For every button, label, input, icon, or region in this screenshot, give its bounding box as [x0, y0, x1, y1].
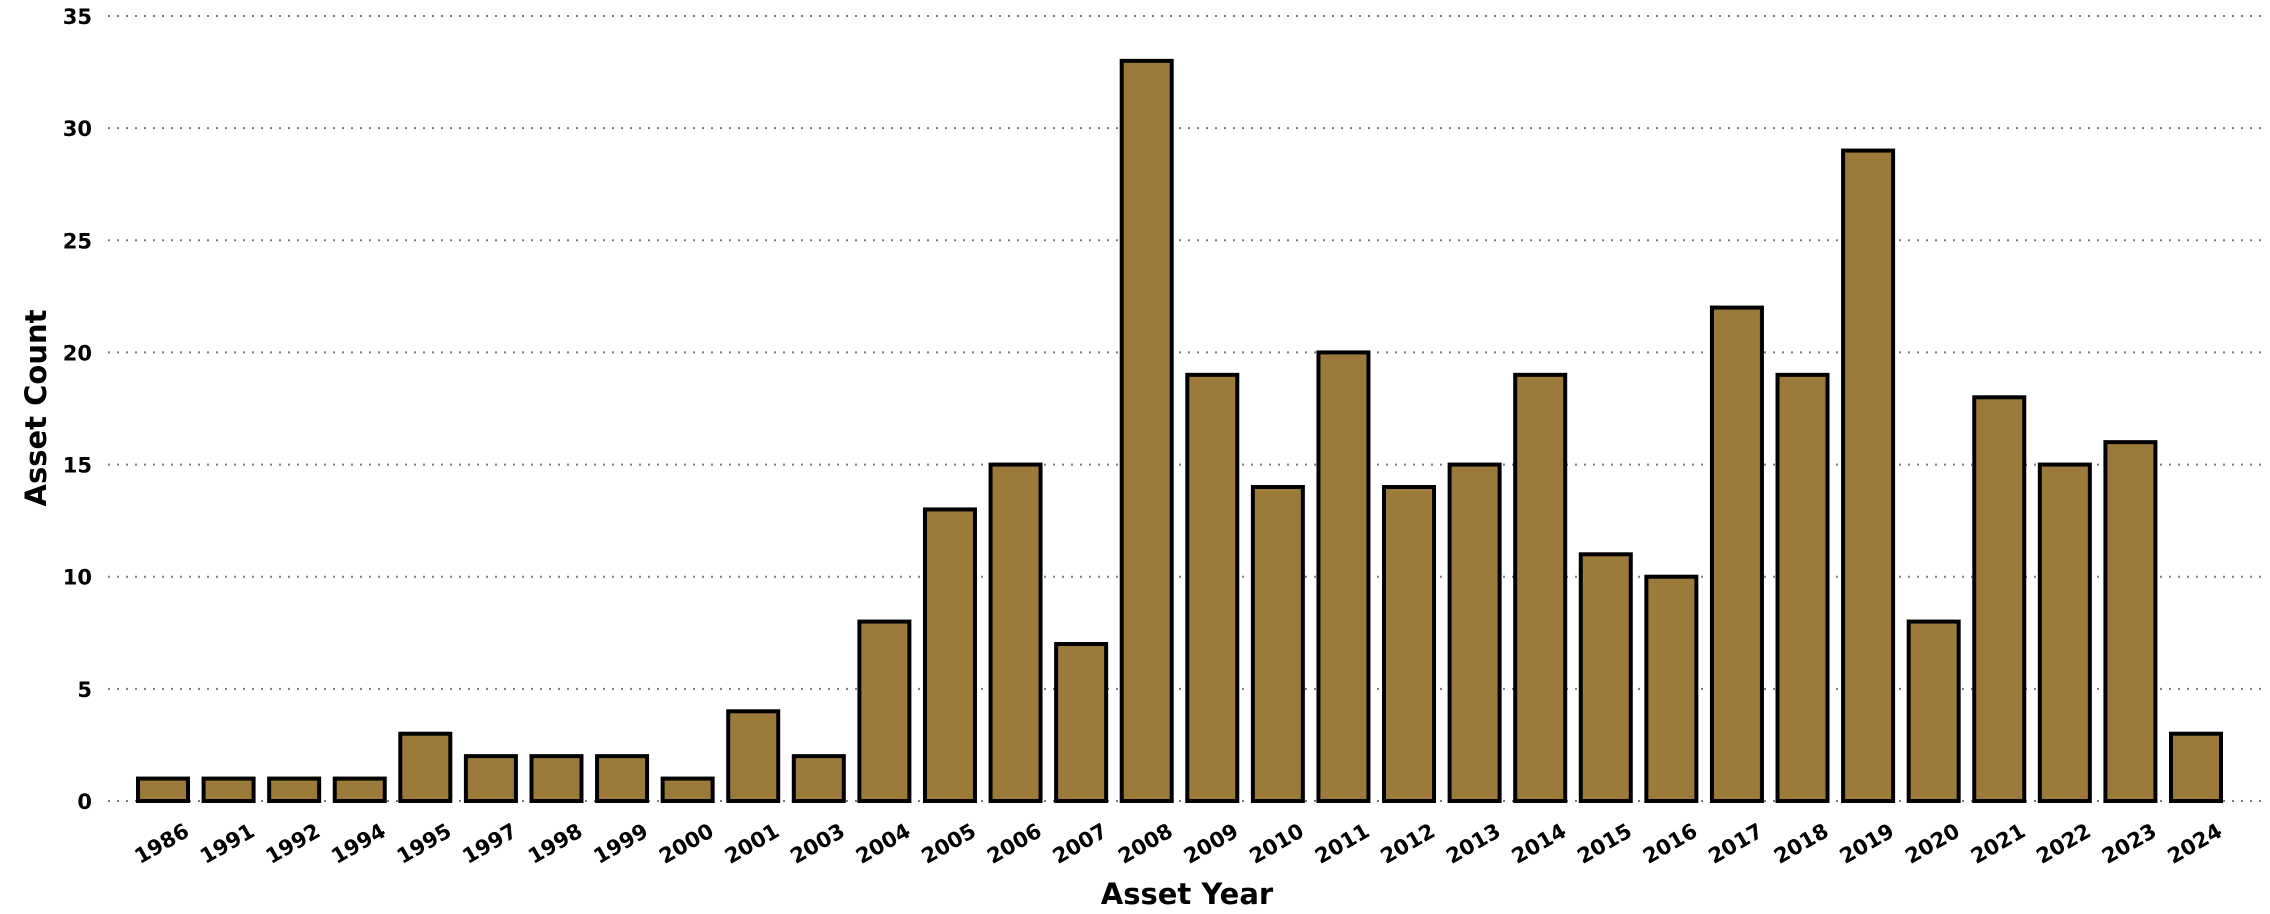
bar-1994[interactable] — [335, 779, 385, 801]
y-axis-title: Asset Count — [19, 309, 53, 506]
bar-2003[interactable] — [794, 756, 844, 801]
bar-2018[interactable] — [1778, 375, 1828, 801]
x-tick-label-2001: 2001 — [721, 819, 784, 869]
bar-2021[interactable] — [1974, 397, 2024, 801]
x-tick-label-2022: 2022 — [2032, 819, 2095, 869]
bar-2015[interactable] — [1581, 554, 1631, 801]
x-tick-label-1986: 1986 — [130, 819, 193, 869]
bar-2000[interactable] — [663, 779, 713, 801]
y-axis-tick-labels: 0 5 10 15 20 25 30 35 — [63, 5, 92, 814]
bar-2022[interactable] — [2040, 465, 2090, 801]
x-tick-label-2011: 2011 — [1311, 819, 1374, 869]
x-tick-label-2004: 2004 — [852, 819, 915, 869]
x-tick-label-2003: 2003 — [786, 819, 849, 869]
bar-2008[interactable] — [1122, 61, 1172, 801]
x-tick-label-2007: 2007 — [1049, 819, 1112, 869]
x-tick-label-2006: 2006 — [983, 819, 1046, 869]
x-tick-label-2018: 2018 — [1770, 819, 1833, 869]
x-tick-label-2021: 2021 — [1967, 819, 2030, 869]
bar-1986[interactable] — [138, 779, 188, 801]
bar-1992[interactable] — [269, 779, 319, 801]
bar-1998[interactable] — [531, 756, 581, 801]
x-tick-label-2010: 2010 — [1245, 819, 1308, 869]
bar-1997[interactable] — [466, 756, 516, 801]
x-tick-label-2017: 2017 — [1704, 819, 1767, 869]
bar-2017[interactable] — [1712, 308, 1762, 801]
x-tick-label-2016: 2016 — [1639, 819, 1702, 869]
bar-1995[interactable] — [400, 734, 450, 801]
x-tick-label-2012: 2012 — [1377, 819, 1440, 869]
bar-2009[interactable] — [1187, 375, 1237, 801]
bar-2016[interactable] — [1646, 577, 1696, 801]
bar-1999[interactable] — [597, 756, 647, 801]
x-tick-label-1998: 1998 — [524, 819, 587, 869]
bar-2005[interactable] — [925, 509, 975, 801]
x-tick-label-2013: 2013 — [1442, 819, 1505, 869]
x-tick-label-2009: 2009 — [1180, 819, 1243, 869]
bar-2013[interactable] — [1450, 465, 1500, 801]
bar-2012[interactable] — [1384, 487, 1434, 801]
x-axis-title: Asset Year — [1101, 877, 1274, 911]
x-tick-label-2008: 2008 — [1114, 819, 1177, 869]
bars — [138, 61, 2221, 801]
x-tick-label-1999: 1999 — [590, 819, 653, 869]
y-tick-label: 35 — [63, 5, 92, 29]
y-tick-label: 15 — [63, 454, 92, 478]
y-tick-label: 10 — [63, 566, 92, 590]
x-tick-label-2023: 2023 — [2098, 819, 2161, 869]
x-tick-label-2020: 2020 — [1901, 819, 1964, 869]
x-tick-label-2019: 2019 — [1836, 819, 1899, 869]
bar-1991[interactable] — [204, 779, 254, 801]
bar-2006[interactable] — [991, 465, 1041, 801]
bar-2004[interactable] — [859, 622, 909, 801]
x-tick-label-2024: 2024 — [2163, 819, 2226, 869]
x-tick-label-1995: 1995 — [393, 819, 456, 869]
bar-2023[interactable] — [2105, 442, 2155, 801]
bar-2014[interactable] — [1515, 375, 1565, 801]
x-tick-label-1994: 1994 — [327, 819, 390, 869]
y-tick-label: 30 — [63, 117, 92, 141]
y-tick-label: 0 — [77, 790, 92, 814]
bar-2010[interactable] — [1253, 487, 1303, 801]
x-axis-tick-labels: 1986 1991 1992 1994 1995 1997 1998 1999 2000 2001… — [130, 819, 2226, 869]
x-tick-label-2014: 2014 — [1508, 819, 1571, 869]
x-tick-label-2000: 2000 — [655, 819, 718, 869]
bar-2019[interactable] — [1843, 151, 1893, 801]
x-tick-label-2005: 2005 — [917, 819, 980, 869]
y-tick-label: 25 — [63, 229, 92, 253]
y-tick-label: 5 — [77, 678, 92, 702]
bar-2020[interactable] — [1909, 622, 1959, 801]
bar-2011[interactable] — [1318, 352, 1368, 801]
x-tick-label-2015: 2015 — [1573, 819, 1636, 869]
x-tick-label-1997: 1997 — [458, 819, 521, 869]
bar-2007[interactable] — [1056, 644, 1106, 801]
bar-2001[interactable] — [728, 711, 778, 801]
y-tick-label: 20 — [63, 341, 92, 365]
x-tick-label-1992: 1992 — [262, 819, 325, 869]
x-tick-label-1991: 1991 — [196, 819, 259, 869]
bar-2024[interactable] — [2171, 734, 2221, 801]
